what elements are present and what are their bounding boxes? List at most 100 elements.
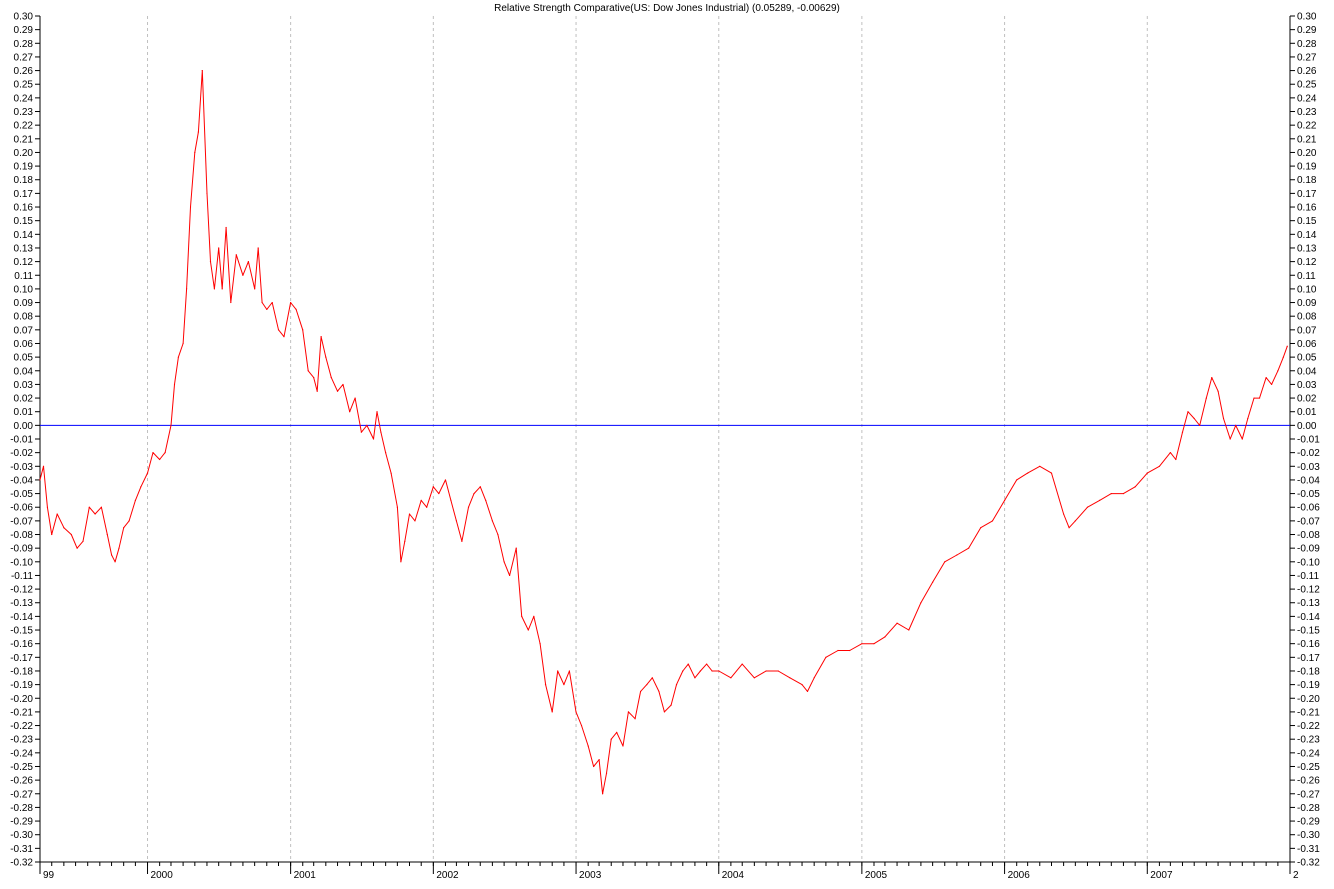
data-point (920, 602, 922, 604)
data-point (372, 438, 375, 440)
y-tick-label-right: 0.24 (1297, 93, 1317, 104)
data-point (380, 431, 382, 433)
data-point (302, 329, 304, 331)
y-tick-label-left: 0.25 (14, 80, 34, 91)
data-point (230, 301, 232, 304)
data-point (247, 261, 249, 263)
data-point (254, 288, 256, 290)
data-point (106, 533, 108, 536)
y-tick-label-right: 0.10 (1297, 284, 1317, 295)
data-point (1181, 431, 1184, 433)
data-point (968, 547, 970, 549)
y-tick-label-right: 0.30 (1297, 12, 1317, 23)
y-tick-label-right: -0.08 (1297, 530, 1320, 541)
y-tick-label-right: -0.03 (1297, 462, 1320, 473)
data-point (100, 506, 102, 508)
data-point (390, 472, 392, 474)
y-tick-label-right: -0.04 (1297, 475, 1320, 486)
y-tick-label-left: -0.13 (10, 598, 33, 609)
y-tick-label-left: 0.24 (14, 93, 34, 104)
y-tick-label-right: -0.02 (1297, 448, 1320, 459)
y-tick-label-right: -0.18 (1297, 666, 1320, 677)
data-point (385, 452, 387, 454)
y-tick-label-right: 0.16 (1297, 203, 1317, 214)
data-point (670, 704, 672, 706)
data-point (610, 738, 612, 740)
data-point (51, 533, 53, 536)
axes: 0.30 0.30 0.29 0.29 0.28 0.28 0.27 0.27 0.26 0.26… (10, 12, 1320, 882)
y-tick-label-right: 0.13 (1297, 243, 1317, 254)
data-point (944, 561, 946, 563)
y-tick-label-right: -0.32 (1297, 858, 1320, 869)
y-tick-label-left: -0.21 (10, 707, 33, 718)
data-point (114, 561, 116, 563)
data-point (1277, 370, 1279, 372)
data-point (225, 226, 227, 229)
y-tick-label-right: 0.11 (1297, 271, 1316, 282)
data-point (1265, 376, 1267, 379)
data-point (646, 684, 648, 686)
x-tick-label: 2006 (1008, 870, 1031, 881)
x-tick-label: 2005 (865, 870, 888, 881)
data-point (134, 499, 137, 502)
data-point (908, 629, 910, 631)
y-tick-label-right: -0.11 (1297, 571, 1319, 582)
data-point (320, 336, 322, 338)
data-point (663, 711, 666, 713)
data-point (1193, 417, 1195, 420)
data-point (396, 506, 398, 508)
data-point (82, 540, 84, 542)
x-tick-label: 2004 (722, 870, 745, 881)
data-point (503, 561, 505, 563)
y-tick-label-right: 0.21 (1297, 134, 1317, 145)
data-point (400, 561, 402, 563)
y-tick-label-right: -0.15 (1297, 626, 1320, 637)
data-point (932, 581, 934, 583)
data-point (173, 383, 176, 386)
y-tick-label-right: 0.28 (1297, 39, 1317, 50)
y-tick-label-left: 0.00 (14, 421, 34, 432)
data-point (508, 574, 511, 577)
series-line (39, 70, 1288, 795)
data-point (271, 301, 273, 304)
y-tick-label-right: -0.17 (1297, 653, 1320, 664)
data-point (235, 254, 237, 256)
data-point (209, 261, 212, 263)
y-tick-label-right: 0.07 (1297, 325, 1317, 336)
data-point (1027, 472, 1029, 474)
y-tick-label-left: 0.19 (14, 162, 34, 173)
y-tick-label-right: 0.20 (1297, 148, 1317, 159)
data-point (1217, 390, 1219, 392)
x-tick-label: 2007 (1150, 870, 1173, 881)
y-tick-label-left: 0.08 (14, 312, 34, 323)
y-tick-label-right: -0.30 (1297, 830, 1320, 841)
data-point (420, 499, 422, 502)
y-tick-label-left: -0.18 (10, 666, 33, 677)
data-point (753, 677, 755, 679)
data-point (806, 690, 809, 693)
data-point (56, 513, 58, 515)
data-point (602, 793, 604, 795)
data-point (1169, 452, 1171, 454)
data-point (221, 288, 223, 290)
y-tick-label-left: 0.29 (14, 25, 34, 36)
data-point (325, 356, 327, 358)
data-point (426, 506, 428, 508)
data-point (980, 527, 982, 529)
y-tick-label-right: -0.13 (1297, 598, 1320, 609)
data-point (1187, 411, 1189, 413)
y-tick-label-left: -0.01 (10, 435, 33, 446)
data-point (1074, 520, 1076, 522)
y-tick-label-left: -0.03 (10, 462, 33, 473)
y-tick-label-right: 0.04 (1297, 366, 1317, 377)
data-point (63, 527, 65, 529)
data-point (177, 356, 180, 358)
data-point (627, 711, 630, 713)
data-point (1235, 424, 1237, 426)
data-point (687, 663, 689, 665)
data-point (432, 486, 434, 488)
x-tick-label: 2001 (294, 870, 317, 881)
data-point (1063, 513, 1065, 515)
y-tick-label-left: 0.22 (14, 121, 34, 132)
data-point (213, 288, 215, 290)
